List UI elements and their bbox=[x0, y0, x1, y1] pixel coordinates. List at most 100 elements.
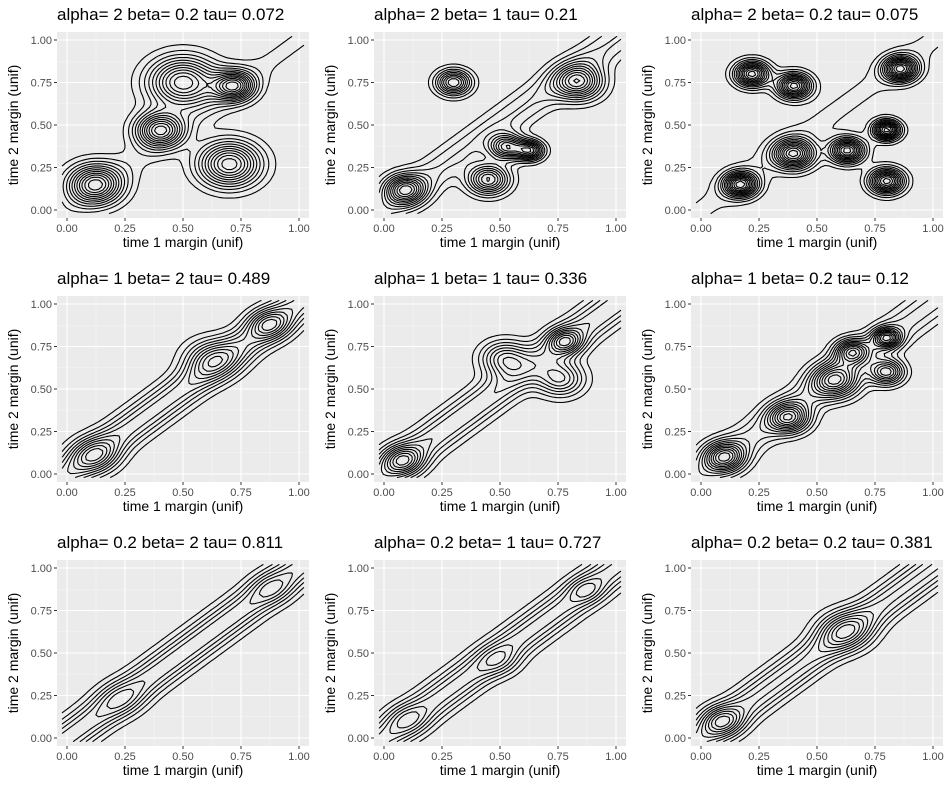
contour-line bbox=[378, 564, 622, 742]
x-tick-label: 0.75 bbox=[547, 751, 568, 763]
contour-line bbox=[61, 564, 305, 742]
y-tick-label: 0.25 bbox=[31, 163, 52, 175]
y-axis-label: time 2 margin (unif) bbox=[639, 65, 655, 186]
contour-lines bbox=[61, 36, 305, 214]
contour-line bbox=[73, 311, 289, 471]
contour-line bbox=[704, 327, 902, 472]
contour-line bbox=[378, 300, 622, 478]
x-tick-label: 0.75 bbox=[864, 223, 885, 235]
contour-line bbox=[395, 336, 571, 466]
x-tick-label: 1.00 bbox=[922, 223, 943, 235]
contour-line bbox=[85, 318, 278, 462]
x-axis-label: time 1 margin (unif) bbox=[440, 234, 561, 250]
contour-line bbox=[67, 307, 294, 475]
contour-line bbox=[65, 56, 261, 207]
chart-7-svg: alpha= 0.2 beta= 2 tau= 0.811 0.00 0.25 0.5… bbox=[5, 533, 310, 778]
y-tick-label: 1.00 bbox=[31, 299, 52, 311]
y-tick-label: 0.75 bbox=[31, 606, 52, 618]
x-tick-label: 0.50 bbox=[806, 223, 827, 235]
contour-line bbox=[378, 564, 622, 742]
contour-line bbox=[723, 56, 917, 197]
contour-lines bbox=[61, 564, 305, 742]
contour-line bbox=[695, 300, 939, 478]
x-tick-label: 0.00 bbox=[690, 223, 711, 235]
y-tick-label: 0.00 bbox=[348, 733, 369, 745]
contour-line bbox=[61, 564, 305, 742]
contour-line bbox=[390, 67, 594, 203]
contour-line bbox=[710, 330, 897, 468]
contour-line bbox=[78, 69, 248, 198]
x-tick-label: 0.75 bbox=[230, 223, 251, 235]
contour-line bbox=[68, 59, 258, 205]
y-axis-label: time 2 margin (unif) bbox=[322, 593, 338, 714]
y-tick-label: 0.50 bbox=[31, 648, 52, 660]
chart-title: alpha= 0.2 beta= 0.2 tau= 0.381 bbox=[691, 533, 933, 552]
x-tick-label: 0.50 bbox=[172, 223, 193, 235]
y-tick-label: 0.25 bbox=[665, 163, 686, 175]
x-tick-label: 1.00 bbox=[288, 751, 309, 763]
x-tick-label: 0.50 bbox=[172, 751, 193, 763]
x-tick-label: 0.75 bbox=[230, 751, 251, 763]
y-axis-label: time 2 margin (unif) bbox=[639, 593, 655, 714]
contour-line bbox=[733, 63, 908, 190]
contour-line bbox=[81, 72, 246, 196]
y-tick-label: 0.75 bbox=[665, 78, 686, 90]
x-tick-label: 0.75 bbox=[547, 223, 568, 235]
x-tick-label: 0.50 bbox=[489, 223, 510, 235]
y-tick-label: 1.00 bbox=[31, 563, 52, 575]
contour-line bbox=[392, 69, 591, 201]
x-tick-label: 1.00 bbox=[288, 223, 309, 235]
x-tick-label: 0.00 bbox=[373, 487, 394, 499]
y-tick-label: 0.25 bbox=[665, 427, 686, 439]
contour-line bbox=[695, 564, 939, 742]
x-axis-label: time 1 margin (unif) bbox=[123, 498, 244, 514]
contour-line bbox=[695, 564, 939, 742]
x-tick-label: 0.25 bbox=[114, 487, 135, 499]
contour-line bbox=[61, 564, 305, 742]
contour-line bbox=[389, 332, 577, 471]
x-tick-label: 0.25 bbox=[114, 751, 135, 763]
x-tick-label: 0.25 bbox=[748, 223, 769, 235]
contour-lines bbox=[61, 300, 305, 478]
contour-lines bbox=[695, 36, 939, 214]
contour-line bbox=[71, 62, 255, 203]
panel-2: alpha= 2 beta= 1 tau= 0.21 0.00 0.25 0.50 0.… bbox=[317, 0, 634, 264]
y-tick-label: 0.00 bbox=[31, 469, 52, 481]
chart-4-svg: alpha= 1 beta= 2 tau= 0.489 0.00 0.25 0.50 0… bbox=[5, 269, 310, 514]
x-tick-label: 1.00 bbox=[288, 487, 309, 499]
contour-line bbox=[726, 58, 914, 195]
y-tick-label: 0.75 bbox=[348, 78, 369, 90]
x-tick-label: 0.25 bbox=[748, 487, 769, 499]
x-axis-label: time 1 margin (unif) bbox=[757, 234, 878, 250]
chart-title: alpha= 1 beta= 1 tau= 0.336 bbox=[374, 269, 587, 288]
y-tick-label: 1.00 bbox=[348, 35, 369, 47]
contour-line bbox=[708, 329, 898, 469]
y-tick-label: 0.25 bbox=[31, 427, 52, 439]
chart-title: alpha= 1 beta= 0.2 tau= 0.12 bbox=[691, 269, 909, 288]
y-tick-label: 0.50 bbox=[665, 648, 686, 660]
y-tick-label: 1.00 bbox=[665, 35, 686, 47]
contour-line bbox=[695, 300, 939, 478]
y-tick-label: 0.75 bbox=[348, 606, 369, 618]
contour-line bbox=[378, 300, 622, 478]
x-axis-label: time 1 margin (unif) bbox=[440, 762, 561, 778]
y-axis-label: time 2 margin (unif) bbox=[5, 65, 21, 186]
panel-8: alpha= 0.2 beta= 1 tau= 0.727 0.00 0.25 0.5… bbox=[317, 528, 634, 791]
y-tick-label: 0.25 bbox=[665, 691, 686, 703]
contour-line bbox=[728, 59, 913, 194]
contour-line bbox=[61, 564, 305, 742]
contour-line bbox=[84, 75, 244, 194]
panel-9: alpha= 0.2 beta= 0.2 tau= 0.381 0.00 0.25 0… bbox=[634, 528, 951, 791]
chart-title: alpha= 0.2 beta= 1 tau= 0.727 bbox=[374, 533, 601, 552]
x-tick-label: 0.25 bbox=[431, 487, 452, 499]
chart-8-svg: alpha= 0.2 beta= 1 tau= 0.727 0.00 0.25 0.5… bbox=[322, 533, 627, 778]
y-tick-label: 0.00 bbox=[31, 733, 52, 745]
y-tick-label: 0.75 bbox=[665, 342, 686, 354]
panel-4: alpha= 1 beta= 2 tau= 0.489 0.00 0.25 0.50 0… bbox=[0, 264, 317, 528]
contour-line bbox=[87, 79, 242, 191]
contour-line bbox=[714, 624, 856, 728]
contour-line bbox=[735, 65, 906, 189]
x-tick-label: 1.00 bbox=[605, 751, 626, 763]
x-tick-label: 0.75 bbox=[230, 487, 251, 499]
